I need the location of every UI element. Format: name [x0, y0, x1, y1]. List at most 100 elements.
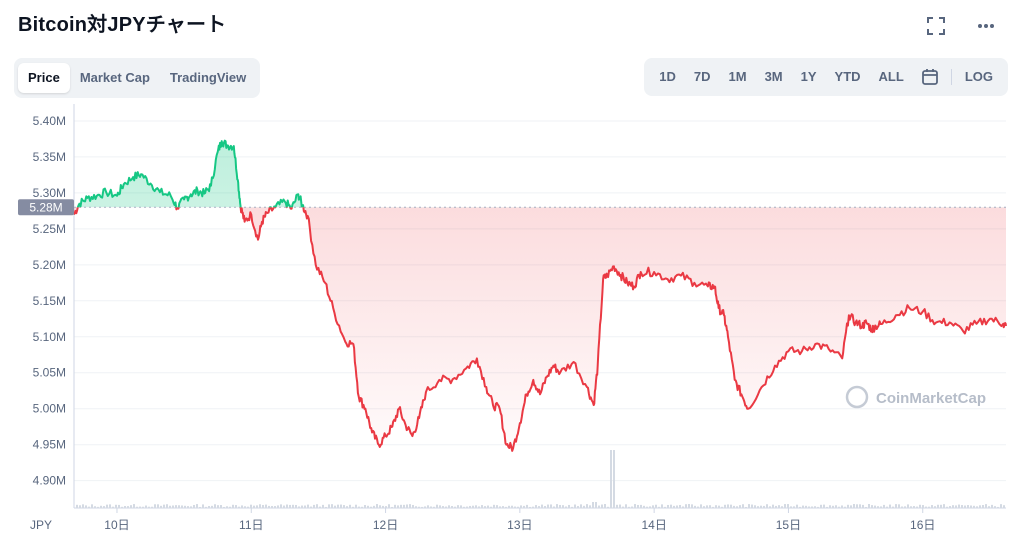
calendar-icon[interactable] — [913, 68, 947, 86]
volume-bar — [139, 506, 141, 508]
volume-bar — [883, 504, 885, 508]
volume-bar — [601, 504, 603, 508]
volume-bar — [499, 506, 501, 508]
volume-bar — [952, 505, 954, 508]
volume-bar — [748, 504, 750, 508]
volume-bar — [988, 506, 990, 508]
volume-bar — [541, 504, 543, 508]
volume-bar — [811, 506, 813, 508]
log-scale-toggle[interactable]: LOG — [964, 69, 993, 84]
volume-bar — [919, 504, 921, 508]
range-1m[interactable]: 1M — [728, 69, 747, 84]
volume-bar — [562, 505, 564, 508]
volume-bar — [253, 505, 255, 508]
volume-bar — [769, 506, 771, 508]
volume-bar — [349, 504, 351, 508]
volume-bar — [679, 504, 681, 508]
volume-bar — [907, 504, 909, 508]
volume-bar — [172, 505, 174, 508]
volume-bar — [604, 504, 606, 508]
volume-bar — [397, 505, 399, 508]
volume-bar — [145, 505, 147, 508]
expand-icon[interactable] — [924, 14, 948, 38]
volume-bar — [193, 504, 195, 508]
tab-market-cap[interactable]: Market Cap — [79, 70, 150, 85]
volume-bar — [439, 505, 441, 508]
range-ytd[interactable]: YTD — [834, 69, 861, 84]
range-3m[interactable]: 3M — [764, 69, 783, 84]
volume-bar — [886, 506, 888, 508]
tab-tradingview[interactable]: TradingView — [169, 70, 247, 85]
volume-bar — [88, 506, 90, 508]
volume-bar — [841, 505, 843, 508]
volume-bar — [856, 504, 858, 508]
volume-bar — [985, 504, 987, 508]
more-icon[interactable] — [974, 14, 998, 38]
volume-bar — [82, 504, 84, 508]
volume-bar — [508, 505, 510, 508]
volume-bar — [973, 505, 975, 508]
volume-bar — [460, 505, 462, 508]
volume-bar — [994, 506, 996, 508]
volume-bar — [820, 504, 822, 508]
volume-bar — [358, 506, 360, 508]
range-1d[interactable]: 1D — [659, 69, 676, 84]
volume-bar — [823, 504, 825, 508]
volume-bar — [523, 505, 525, 508]
tab-price[interactable]: Price — [18, 63, 70, 93]
volume-bar — [76, 504, 78, 508]
volume-bar — [742, 504, 744, 508]
volume-bar — [796, 504, 798, 508]
volume-bar — [754, 505, 756, 508]
range-1y[interactable]: 1Y — [800, 69, 817, 84]
volume-bar — [847, 504, 849, 508]
volume-bar — [649, 506, 651, 508]
volume-bar — [838, 506, 840, 508]
volume-bar — [955, 505, 957, 508]
volume-bar — [706, 505, 708, 508]
volume-bar — [691, 504, 693, 508]
x-tick-label: 16日 — [910, 518, 935, 532]
volume-bar — [478, 506, 480, 508]
volume-bar — [547, 504, 549, 508]
volume-bar — [715, 505, 717, 508]
volume-bar — [757, 506, 759, 508]
volume-bar — [169, 505, 171, 508]
volume-bar — [199, 506, 201, 508]
volume-bar — [964, 505, 966, 508]
volume-bar — [598, 505, 600, 508]
range-7d[interactable]: 7D — [693, 69, 711, 84]
volume-bar — [136, 506, 138, 508]
volume-bar — [160, 505, 162, 508]
volume-bar — [223, 506, 225, 508]
volume-bar — [814, 506, 816, 508]
volume-bar — [202, 504, 204, 508]
volume-bar — [946, 506, 948, 508]
volume-bar — [784, 504, 786, 508]
y-tick-label: 5.40M — [33, 114, 66, 128]
volume-bar — [589, 505, 591, 508]
volume-bar — [676, 505, 678, 508]
volume-bar — [298, 506, 300, 508]
volume-bar — [268, 505, 270, 508]
volume-bar — [751, 504, 753, 508]
volume-bar — [859, 504, 861, 508]
volume-bar — [232, 504, 234, 508]
y-axis: 4.90M 4.95M 5.00M 5.05M 5.10M 5.15M 5.20M 5.25M… — [33, 104, 75, 508]
volume-bar — [586, 504, 588, 508]
volume-bar — [130, 505, 132, 508]
volume-bar — [454, 506, 456, 508]
volume-bar — [301, 505, 303, 508]
volume-bar — [658, 506, 660, 508]
volume-bar — [250, 504, 252, 508]
volume-bar — [208, 505, 210, 508]
volume-bar — [283, 505, 285, 508]
x-tick-label: 12日 — [373, 518, 398, 532]
range-all[interactable]: ALL — [878, 69, 904, 84]
volume-bar — [178, 505, 180, 508]
volume-bar — [718, 505, 720, 508]
volume-bar — [442, 506, 444, 508]
volume-bar — [184, 505, 186, 508]
volume-bar — [226, 506, 228, 508]
